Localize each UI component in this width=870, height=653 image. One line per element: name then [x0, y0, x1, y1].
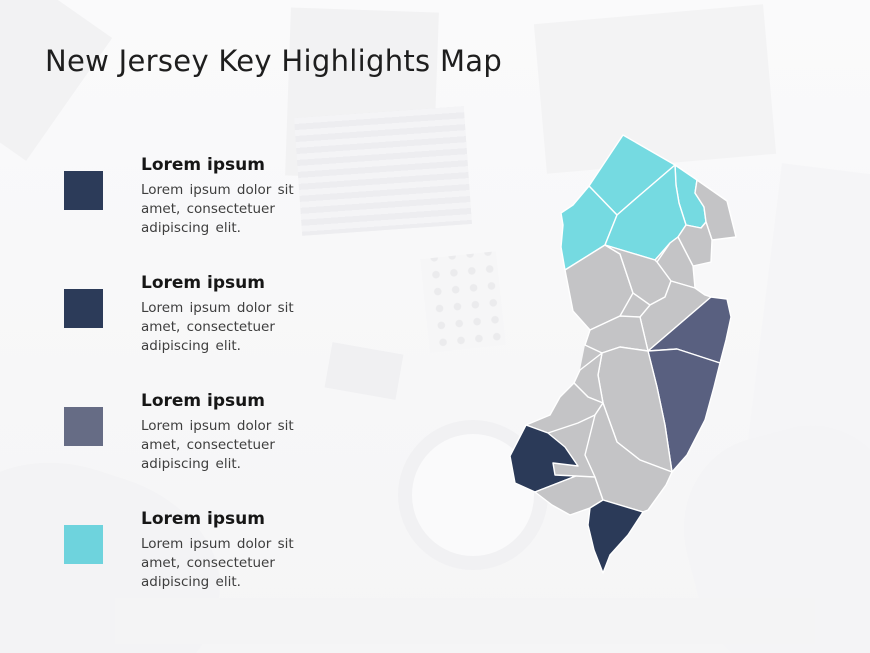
legend-item-description: Lorem ipsum dolor sit amet, consectetuer…	[141, 418, 294, 472]
legend-item-title: Lorem ipsum	[141, 391, 265, 411]
legend-item-title: Lorem ipsum	[141, 155, 265, 175]
legend-swatch-cyan	[64, 525, 103, 564]
legend-item-description: Lorem ipsum dolor sit amet, consectetuer…	[141, 536, 294, 590]
legend-item-title: Lorem ipsum	[141, 273, 265, 293]
county-capemay	[587, 499, 644, 574]
background-strip	[115, 598, 815, 644]
county-gloucester	[525, 382, 604, 434]
background-streak	[0, 0, 113, 161]
legend-item: Lorem ipsum Lorem ipsum dolor sit amet, …	[64, 391, 354, 509]
legend-item: Lorem ipsum Lorem ipsum dolor sit amet, …	[64, 273, 354, 391]
county-atlantic	[584, 402, 673, 513]
legend-item-description: Lorem ipsum dolor sit amet, consectetuer…	[141, 182, 294, 236]
county-salem	[509, 424, 579, 493]
legend: Lorem ipsum Lorem ipsum dolor sit amet, …	[64, 155, 354, 627]
legend-swatch-navy	[64, 171, 103, 210]
legend-item: Lorem ipsum Lorem ipsum dolor sit amet, …	[64, 509, 354, 627]
new-jersey-county-map	[509, 134, 737, 574]
legend-swatch-slate	[64, 407, 103, 446]
legend-swatch-navy	[64, 289, 103, 328]
legend-item: Lorem ipsum Lorem ipsum dolor sit amet, …	[64, 155, 354, 273]
page-title: New Jersey Key Highlights Map	[45, 44, 503, 78]
legend-item-title: Lorem ipsum	[141, 509, 265, 529]
legend-item-description: Lorem ipsum dolor sit amet, consectetuer…	[141, 300, 294, 354]
